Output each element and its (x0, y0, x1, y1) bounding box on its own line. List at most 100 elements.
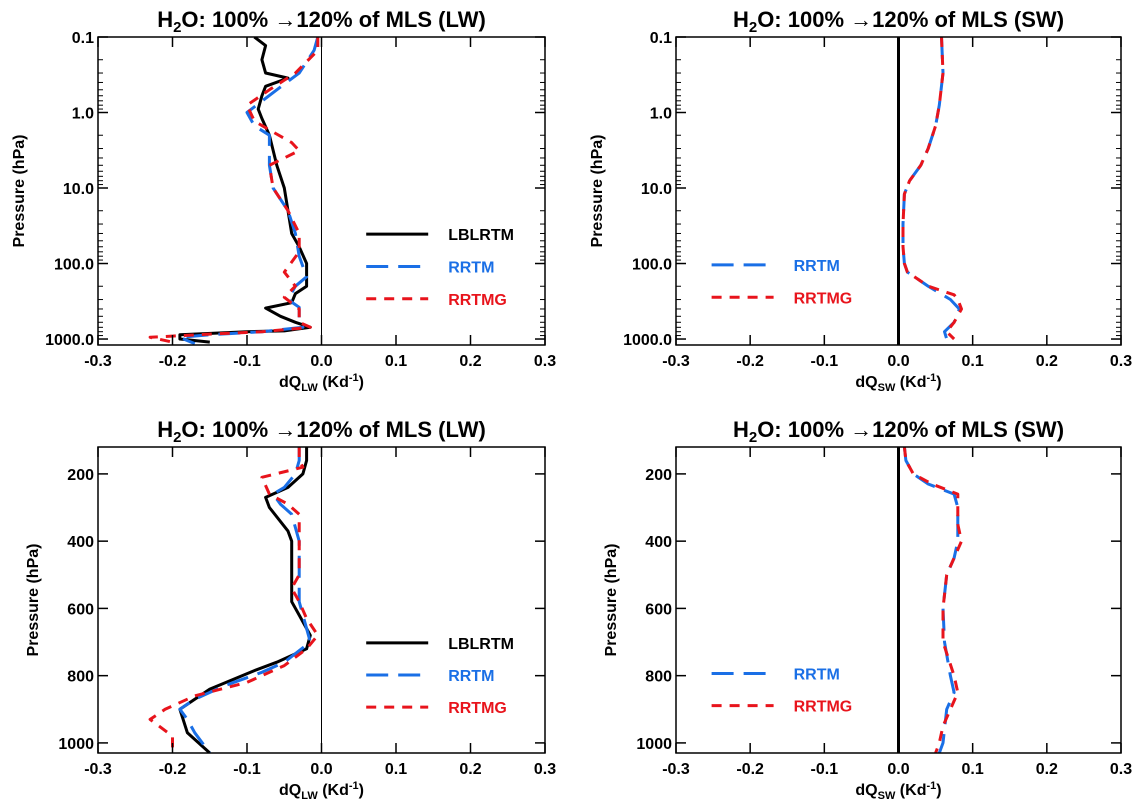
x-axis-label-end: ) (936, 782, 941, 799)
x-axis-label: dQSW (Kd-1) (855, 780, 941, 802)
x-axis-label-main: dQ (279, 374, 301, 391)
chart-title-subscript: 2 (173, 19, 181, 36)
x-tick-label: -0.3 (84, 761, 112, 778)
x-tick-label: -0.2 (736, 353, 764, 370)
x-tick-label: -0.2 (159, 353, 187, 370)
x-axis-label-main: dQ (855, 374, 877, 391)
x-tick-label: 0.3 (1110, 353, 1132, 370)
series-group (148, 37, 320, 345)
y-tick-label: 600 (67, 601, 94, 618)
x-tick-label: -0.3 (662, 353, 690, 370)
y-tick-label: 1000 (58, 736, 94, 753)
chart-title-rest: O: 100% →120% of MLS (LW) (181, 417, 485, 442)
x-tick-label: 0.0 (887, 353, 909, 370)
legend-label-rrtm: RRTM (794, 666, 840, 683)
y-tick-label: 0.1 (72, 30, 94, 47)
x-axis-label-end: ) (359, 782, 364, 799)
chart-title-subscript: 2 (749, 19, 757, 36)
legend-label-rrtmg: RRTMG (794, 699, 853, 716)
legend-label-lblrtm: LBLRTM (448, 636, 514, 653)
y-tick-label: 600 (645, 601, 672, 618)
y-tick-label: 10.0 (63, 181, 94, 198)
series-line-rrtmg (148, 37, 320, 344)
y-tick-label: 200 (67, 467, 94, 484)
x-axis-label: dQLW (Kd-1) (279, 780, 364, 802)
x-tick-label: 0.3 (534, 761, 556, 778)
panel-4: -0.3 -0.2 -0.1 0.0 0.1 0.2 0.3 200 400 600 800 1000… (603, 417, 1132, 802)
x-tick-label: 0.2 (459, 761, 481, 778)
legend-label-rrtm: RRTM (448, 259, 494, 276)
chart-title-main: H (733, 417, 749, 442)
x-tick-label: -0.2 (736, 761, 764, 778)
legend-label-rrtmg: RRTMG (448, 700, 507, 717)
series-line-rrtmg (902, 447, 963, 753)
chart-title-main: H (733, 7, 749, 32)
x-tick-label: -0.1 (233, 353, 261, 370)
y-tick-label: 1000 (636, 736, 672, 753)
chart-title-rest: O: 100% →120% of MLS (LW) (181, 7, 485, 32)
x-tick-label: -0.3 (662, 761, 690, 778)
x-tick-label: 0.2 (459, 353, 481, 370)
x-axis-label-superscript: -1 (349, 372, 359, 384)
x-axis-label-subscript: LW (301, 382, 318, 394)
y-tick-label: 10.0 (641, 181, 672, 198)
y-tick-label: 1.0 (650, 106, 672, 123)
x-tick-label: 0.1 (962, 353, 984, 370)
legend-label-rrtmg: RRTMG (448, 292, 507, 309)
x-axis-label-main: dQ (279, 782, 301, 799)
x-axis-label-end: ) (936, 374, 941, 391)
y-tick-label: 400 (645, 534, 672, 551)
series-group (902, 447, 963, 753)
x-tick-label: -0.3 (84, 353, 112, 370)
y-axis-label: Pressure (hPa) (589, 135, 606, 248)
y-tick-label: 1000.0 (623, 332, 672, 349)
x-axis-label: dQSW (Kd-1) (855, 372, 941, 394)
chart-title: H2O: 100% →120% of MLS (SW) (733, 417, 1064, 446)
x-tick-label: -0.1 (811, 353, 839, 370)
x-axis-label-superscript: -1 (926, 372, 936, 384)
x-axis-label-rest: (Kd (895, 374, 926, 391)
chart-title-subscript: 2 (173, 429, 181, 446)
x-tick-label: 0.0 (310, 353, 332, 370)
chart-title-rest: O: 100% →120% of MLS (SW) (757, 7, 1064, 32)
y-axis-label: Pressure (hPa) (11, 135, 28, 248)
legend: RRTM RRTMG (711, 258, 853, 307)
y-tick-label: 100.0 (54, 257, 94, 274)
y-tick-label: 0.1 (650, 30, 672, 47)
chart-title: H2O: 100% →120% of MLS (LW) (157, 7, 486, 36)
y-tick-label: 1000.0 (45, 332, 94, 349)
y-tick-label: 100.0 (632, 257, 672, 274)
x-tick-label: 0.3 (534, 353, 556, 370)
chart-title-rest: O: 100% →120% of MLS (SW) (757, 417, 1064, 442)
series-line-rrtm (178, 37, 320, 345)
y-tick-label: 400 (67, 534, 94, 551)
legend-label-rrtm: RRTM (794, 258, 840, 275)
x-tick-label: 0.1 (962, 761, 984, 778)
x-axis-label-rest: (Kd (895, 782, 926, 799)
chart-title: H2O: 100% →120% of MLS (LW) (157, 417, 486, 446)
series-line-lblrtm (178, 37, 312, 344)
y-tick-label: 200 (645, 467, 672, 484)
legend: RRTM RRTMG (711, 666, 853, 716)
panel-2: -0.3 -0.2 -0.1 0.0 0.1 0.2 0.3 0.1 1.0 10.0 100.0 1… (589, 7, 1132, 394)
x-tick-label: 0.1 (385, 353, 407, 370)
chart-title: H2O: 100% →120% of MLS (SW) (733, 7, 1064, 36)
legend-label-rrtmg: RRTMG (794, 290, 853, 307)
chart-title-subscript: 2 (749, 429, 757, 446)
x-axis-label-rest: (Kd (318, 782, 349, 799)
x-axis-label-subscript: SW (878, 382, 896, 394)
x-axis-label: dQLW (Kd-1) (279, 372, 364, 394)
chart-title-main: H (157, 7, 173, 32)
x-tick-label: 0.0 (887, 761, 909, 778)
x-tick-label: -0.1 (233, 761, 261, 778)
x-tick-label: 0.2 (1036, 761, 1058, 778)
x-tick-label: -0.2 (159, 761, 187, 778)
panel-3: -0.3 -0.2 -0.1 0.0 0.1 0.2 0.3 200 400 600 800 1000… (25, 417, 556, 802)
series-group (148, 447, 320, 753)
x-axis-label-superscript: -1 (349, 780, 359, 792)
x-tick-label: 0.2 (1036, 353, 1058, 370)
series-group (901, 37, 963, 341)
y-tick-label: 1.0 (72, 106, 94, 123)
y-axis-label: Pressure (hPa) (25, 544, 42, 657)
